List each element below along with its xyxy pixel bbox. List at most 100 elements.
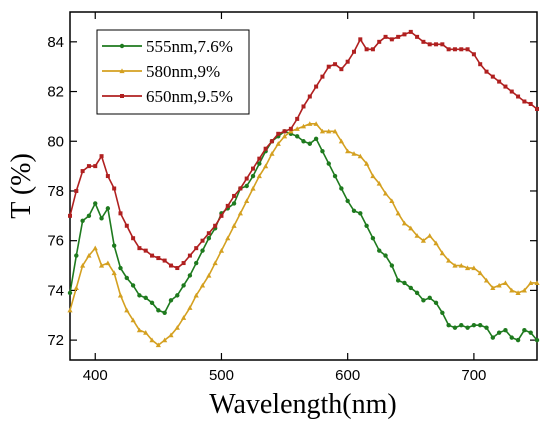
data-point [389, 263, 395, 268]
data-point [535, 106, 539, 111]
data-point [333, 62, 338, 67]
data-point [213, 223, 218, 228]
data-point [301, 104, 306, 109]
data-point [257, 156, 262, 161]
data-point [427, 295, 432, 301]
data-point [187, 273, 193, 278]
data-point [440, 42, 445, 47]
data-point [313, 136, 319, 141]
data-point [244, 176, 249, 181]
data-point [439, 250, 445, 256]
data-point [130, 283, 136, 288]
data-point [452, 47, 457, 52]
legend-item: 555nm,7.6% [102, 37, 233, 56]
data-point [244, 198, 250, 203]
data-point [200, 248, 205, 253]
data-point [269, 151, 275, 156]
data-point [314, 84, 319, 89]
data-point [276, 131, 281, 136]
data-point [307, 141, 313, 146]
data-point [295, 116, 300, 121]
data-point [332, 128, 338, 134]
legend-swatch-marker [119, 43, 125, 49]
data-point [200, 238, 205, 243]
series-0 [67, 129, 540, 343]
data-point [452, 325, 458, 330]
data-point [174, 325, 180, 330]
data-point [433, 300, 439, 306]
data-point [509, 287, 515, 293]
y-tick-label: 72 [47, 332, 64, 349]
data-point [93, 164, 98, 169]
data-point [168, 298, 174, 303]
data-point [408, 225, 414, 231]
data-point [156, 308, 161, 313]
data-point [326, 64, 331, 69]
data-point [497, 79, 502, 84]
data-point [522, 327, 527, 333]
data-point [250, 185, 256, 191]
data-point [320, 149, 325, 154]
data-point [515, 290, 521, 295]
data-point [509, 335, 514, 340]
data-point [93, 201, 98, 206]
data-point [111, 243, 117, 248]
data-point [168, 263, 173, 268]
data-point [458, 262, 464, 268]
legend: 555nm,7.6% 580nm,9% 650nm,9.5% [96, 29, 250, 115]
data-point [382, 190, 389, 196]
data-point [509, 89, 514, 94]
data-point [427, 42, 432, 47]
data-point [162, 258, 167, 263]
data-point [502, 280, 509, 286]
data-point [181, 261, 186, 266]
data-point [244, 183, 249, 189]
data-point [351, 208, 357, 214]
data-point [345, 148, 351, 154]
data-point [150, 253, 155, 258]
data-point [515, 337, 521, 343]
data-point [131, 236, 136, 241]
data-point [490, 285, 496, 290]
data-point [263, 146, 268, 151]
data-point [67, 307, 73, 313]
data-point [92, 245, 98, 251]
data-point [194, 260, 199, 266]
data-point [389, 198, 395, 203]
data-point [414, 233, 420, 238]
data-point [464, 265, 471, 271]
data-point [206, 231, 211, 236]
y-tick-label: 80 [47, 133, 64, 150]
data-point [149, 300, 155, 306]
data-point [162, 337, 168, 343]
data-point [319, 128, 326, 134]
data-point [180, 315, 187, 320]
data-point [528, 101, 533, 106]
x-axis-title: Wavelength(nm) [209, 389, 396, 420]
data-point [86, 164, 91, 169]
legend-label: 650nm,9.5% [146, 87, 233, 106]
series-1 [67, 121, 540, 348]
data-point [212, 260, 218, 266]
data-point [143, 248, 148, 253]
data-point [288, 128, 294, 134]
data-point [175, 293, 180, 298]
data-point [483, 277, 490, 283]
data-point [80, 262, 86, 268]
data-point [294, 126, 300, 131]
data-point [339, 186, 344, 191]
data-point [124, 223, 129, 228]
data-point [313, 121, 319, 126]
data-point [99, 154, 104, 159]
data-point [143, 330, 149, 335]
x-tick-label: 500 [209, 367, 234, 384]
data-point [232, 193, 237, 198]
data-point [320, 74, 325, 79]
data-point [534, 280, 540, 286]
data-point [402, 32, 407, 37]
data-point [440, 310, 445, 315]
data-point [376, 180, 382, 186]
data-point [383, 34, 388, 39]
data-point [446, 323, 451, 328]
data-point [237, 210, 243, 216]
